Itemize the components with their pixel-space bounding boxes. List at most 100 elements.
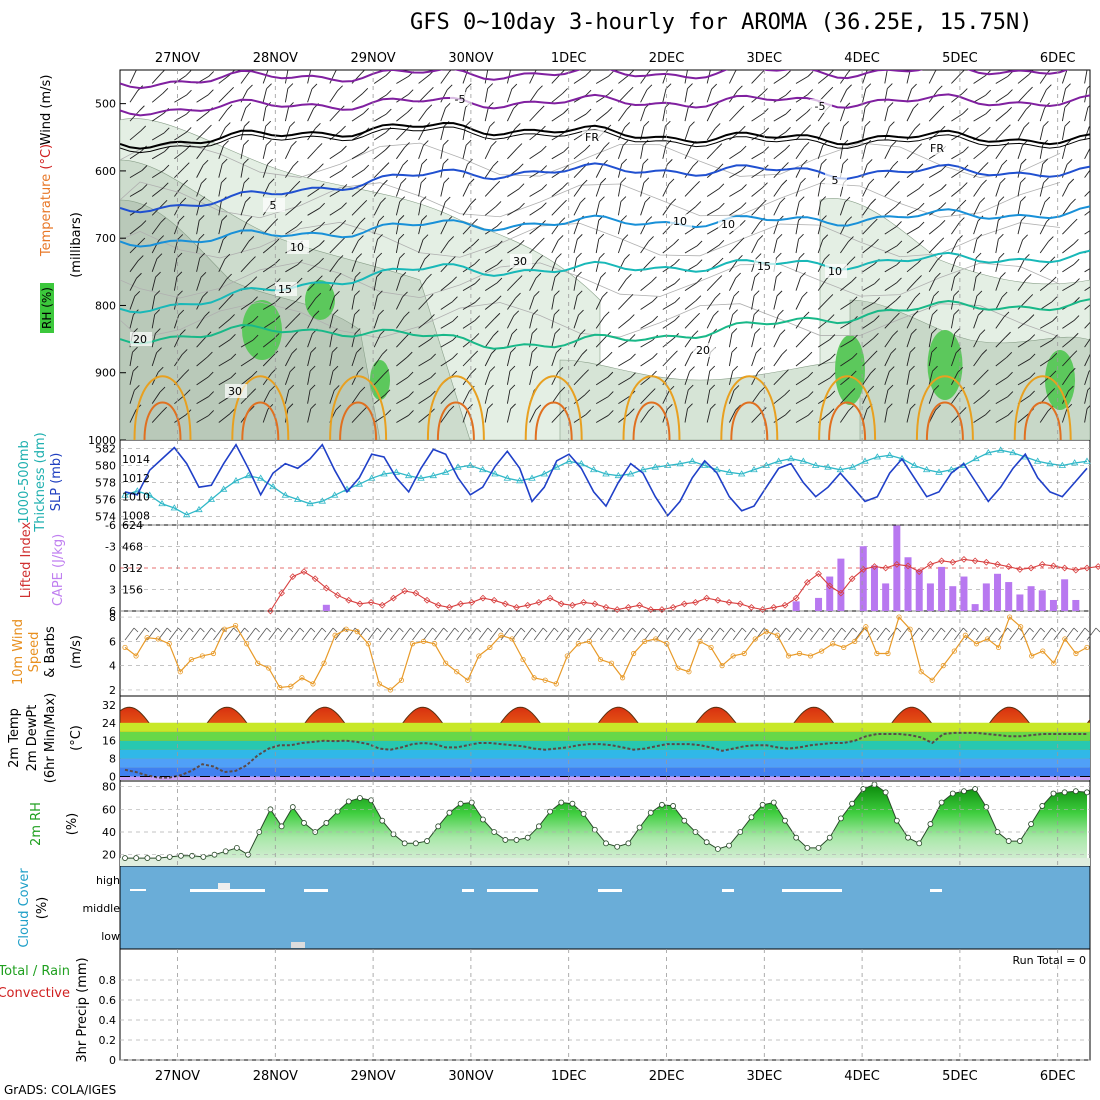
- wind-barb: [507, 297, 516, 310]
- wind-barb-flag: [559, 386, 566, 393]
- wind-barb: [440, 89, 448, 103]
- li-line: [269, 558, 1100, 612]
- precip-tick: 0: [109, 1054, 116, 1067]
- wind-barb-flag: [452, 296, 458, 303]
- wind-barb-flag: [288, 384, 295, 391]
- wind-barb-flag: [185, 127, 192, 133]
- wind-barb: [973, 167, 984, 178]
- wind-barb: [973, 414, 986, 423]
- wind-barb: [529, 352, 533, 367]
- wind-barb: [729, 150, 742, 160]
- wind-barb: [351, 187, 364, 197]
- wind-barb-flag: [828, 408, 835, 414]
- cape-bar: [893, 525, 901, 611]
- wind-barb-flag: [576, 271, 582, 278]
- wind-barb: [240, 107, 247, 122]
- wind-barb: [440, 410, 450, 423]
- li-point: [960, 556, 968, 563]
- cape-bar: [1027, 586, 1035, 611]
- wind-barb-flag: [576, 252, 582, 259]
- wind-barb: [618, 377, 631, 386]
- wind-barb: [862, 223, 873, 235]
- wind-barb-flag: [421, 627, 426, 633]
- wind-barb-flag: [309, 365, 316, 372]
- axis-label-part: (°C): [39, 144, 54, 170]
- wind-barb: [729, 207, 742, 216]
- li-point: [949, 558, 957, 566]
- cape-bar: [837, 558, 845, 611]
- wind-barb: [684, 371, 690, 385]
- wind-barb-flag: [380, 197, 386, 204]
- axis-label-part: 2m DewPt: [25, 705, 40, 772]
- wind-barb-flag: [309, 384, 316, 391]
- rh-point: [1028, 821, 1034, 827]
- wind-barb: [706, 207, 720, 216]
- wind-barb: [173, 257, 178, 272]
- wind-barb-flag: [762, 182, 768, 188]
- wind-speed-point: [631, 650, 637, 657]
- wind-barb: [396, 94, 409, 103]
- wind-barb: [995, 356, 1008, 367]
- wind-barb: [489, 627, 500, 641]
- warm-contour: [133, 375, 192, 440]
- wind-barb-flag: [1051, 334, 1058, 341]
- wind-barb-flag: [553, 627, 559, 633]
- wind-barb: [743, 627, 754, 641]
- wind-barb: [462, 355, 474, 367]
- rh-point: [625, 840, 632, 847]
- wind-barb: [129, 225, 142, 235]
- wind-barb-flag: [299, 627, 305, 633]
- rh-point: [502, 837, 509, 843]
- wind-barb-flag: [733, 385, 740, 391]
- wind-barb: [196, 277, 202, 291]
- wind-barb: [728, 296, 735, 310]
- wind-barb: [595, 258, 600, 272]
- rh-point: [357, 795, 363, 801]
- wind-barb: [995, 336, 1006, 348]
- wind-barb-flag: [221, 215, 228, 221]
- wind-barb: [1061, 145, 1067, 159]
- wind-barb: [1062, 355, 1073, 367]
- wind-barb-flag: [496, 259, 503, 266]
- wind-barb-flag: [803, 311, 810, 318]
- wind-barb: [395, 296, 403, 310]
- wind-barb: [942, 627, 953, 641]
- wind-barb-flag: [250, 388, 257, 394]
- wind-barb-flag: [931, 328, 938, 334]
- wind-barb-flag: [874, 627, 880, 633]
- wind-barb-flag: [388, 627, 393, 633]
- thickness-point: [885, 451, 894, 458]
- wind-barb: [640, 281, 652, 292]
- li-tick: 3: [109, 584, 116, 597]
- wind-barb: [617, 259, 625, 273]
- wind-barb: [312, 627, 323, 641]
- wind-barb: [1061, 409, 1068, 423]
- wind-barb-flag: [1092, 331, 1097, 336]
- wind-barb: [906, 352, 911, 367]
- wind-barb: [307, 88, 313, 103]
- wind-barb-flag: [735, 404, 741, 411]
- wind-barb-flag: [488, 102, 494, 108]
- wind-barb-flag: [385, 70, 392, 76]
- wind-speed-point: [863, 624, 869, 630]
- wind-barb-flag: [563, 108, 569, 114]
- wind-barb-flag: [141, 184, 148, 190]
- wind-barb-flag: [735, 70, 738, 72]
- thickness-point: [170, 504, 179, 511]
- wind-barb: [706, 315, 714, 329]
- wind-barb: [418, 395, 431, 405]
- wind-barb: [191, 627, 201, 641]
- wind-barb-flag: [868, 178, 875, 185]
- cloud-high: [462, 889, 474, 892]
- wind-barb: [906, 408, 911, 423]
- wind-barb-flag: [731, 328, 738, 334]
- wind-barb: [544, 627, 555, 641]
- wind-barb: [987, 627, 997, 641]
- wind-barb-flag: [739, 220, 746, 226]
- contour-label: 10: [721, 218, 735, 231]
- rh-point: [189, 852, 196, 859]
- wind-barb: [351, 112, 364, 122]
- wind-barb: [218, 298, 229, 310]
- wind-barb: [329, 296, 335, 310]
- warm-contour: [1013, 375, 1072, 440]
